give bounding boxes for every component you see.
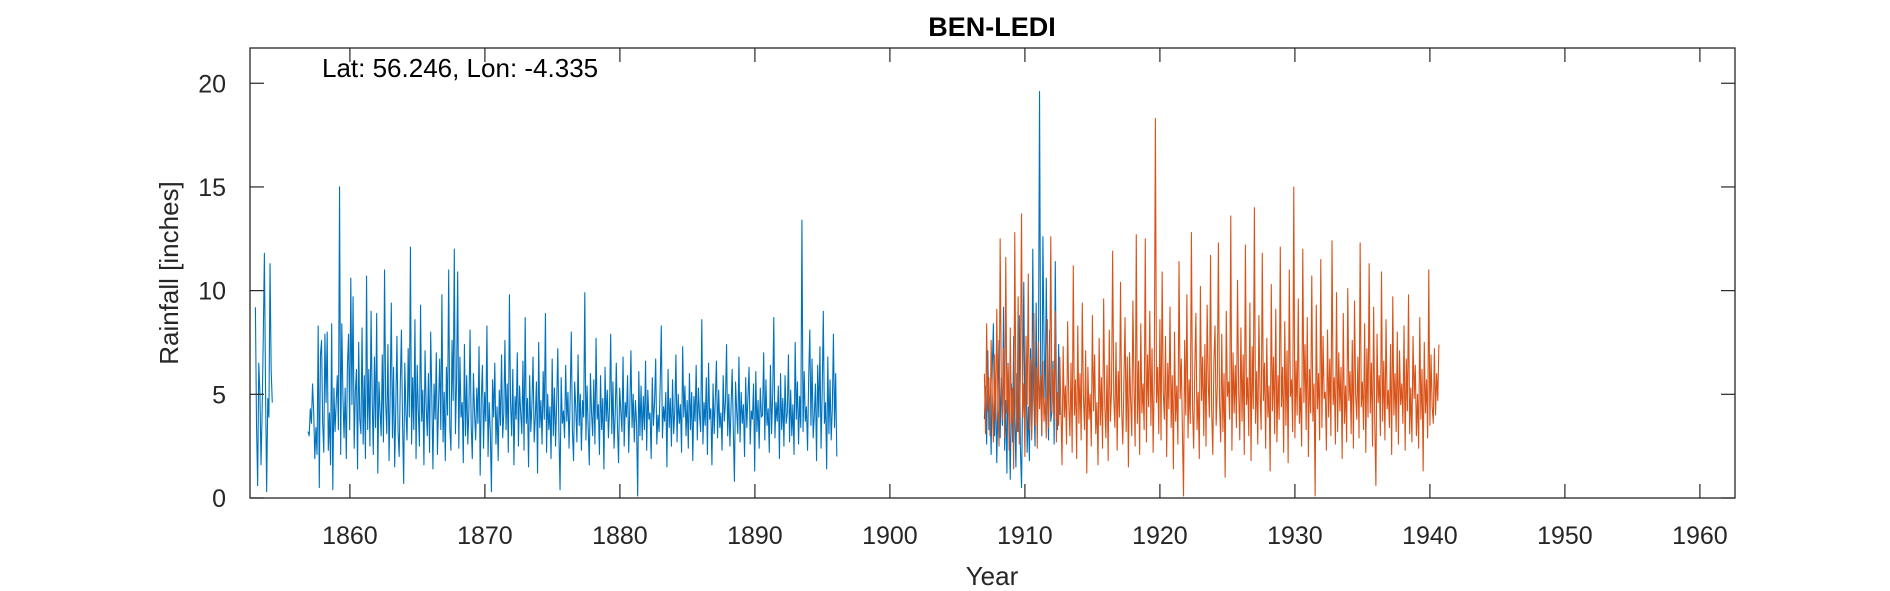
x-tick-label: 1860 [322,522,378,550]
x-tick-label: 1950 [1537,522,1593,550]
x-tick-label: 1900 [862,522,918,550]
y-tick-label: 20 [198,70,226,98]
y-tick-label: 0 [212,485,226,513]
series-1-line-segment-2 [307,186,838,497]
x-tick-label: 1910 [997,522,1053,550]
x-tick-label: 1960 [1672,522,1728,550]
x-tick-label: 1880 [592,522,648,550]
x-tick-label: 1870 [457,522,513,550]
x-tick-label: 1930 [1267,522,1323,550]
y-tick-label: 15 [198,174,226,202]
series-2-line [983,117,1440,497]
x-axis-label: Year [966,561,1019,591]
x-tick-label: 1940 [1402,522,1458,550]
x-tick-label: 1890 [727,522,783,550]
station-annotation: Lat: 56.246, Lon: -4.335 [322,53,598,83]
chart-title: BEN-LEDI [928,12,1056,42]
y-axis-label: Rainfall [inches] [154,181,184,365]
x-tick-label: 1920 [1132,522,1188,550]
y-tick-label: 5 [212,381,226,409]
axes-box [249,47,1736,499]
y-tick-label: 10 [198,278,226,306]
series-1-line-segment-1 [254,252,273,493]
